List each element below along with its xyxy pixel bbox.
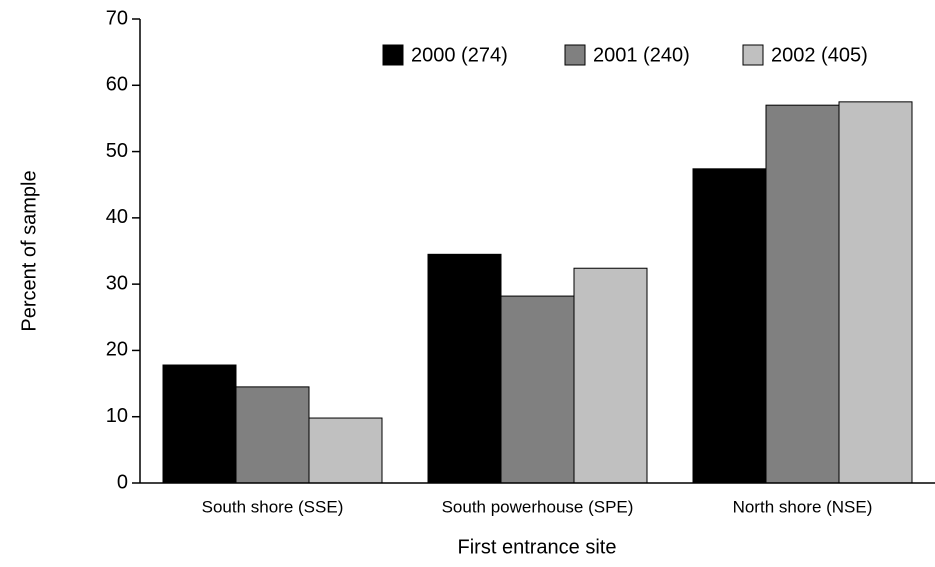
x-tick-label: South shore (SSE) <box>202 497 344 516</box>
y-tick-label: 70 <box>106 7 128 29</box>
legend-swatch <box>382 44 404 66</box>
bar <box>235 386 310 484</box>
y-axis-label: Percent of sample <box>18 170 40 331</box>
y-tick-label: 60 <box>106 74 128 96</box>
y-tick-label: 20 <box>106 339 128 361</box>
y-tick-label: 40 <box>106 206 128 228</box>
bar <box>573 267 648 484</box>
x-tick-label: South powerhouse (SPE) <box>442 497 634 516</box>
legend-swatch <box>564 44 586 66</box>
x-tick-label: North shore (NSE) <box>733 497 873 516</box>
y-tick-label: 10 <box>106 405 128 427</box>
y-tick-label: 0 <box>117 471 128 493</box>
legend-label: 2002 (405) <box>771 44 868 66</box>
bar <box>692 168 767 484</box>
legend-swatch <box>742 44 764 66</box>
y-tick-label: 50 <box>106 140 128 162</box>
bar <box>162 364 237 484</box>
bar <box>427 253 502 484</box>
legend-label: 2000 (274) <box>411 44 508 66</box>
bar <box>500 295 575 484</box>
legend-label: 2001 (240) <box>593 44 690 66</box>
bar <box>765 104 840 484</box>
x-axis-label: First entrance site <box>458 536 617 558</box>
bar <box>838 101 913 484</box>
y-tick-label: 30 <box>106 272 128 294</box>
bar <box>308 417 383 484</box>
